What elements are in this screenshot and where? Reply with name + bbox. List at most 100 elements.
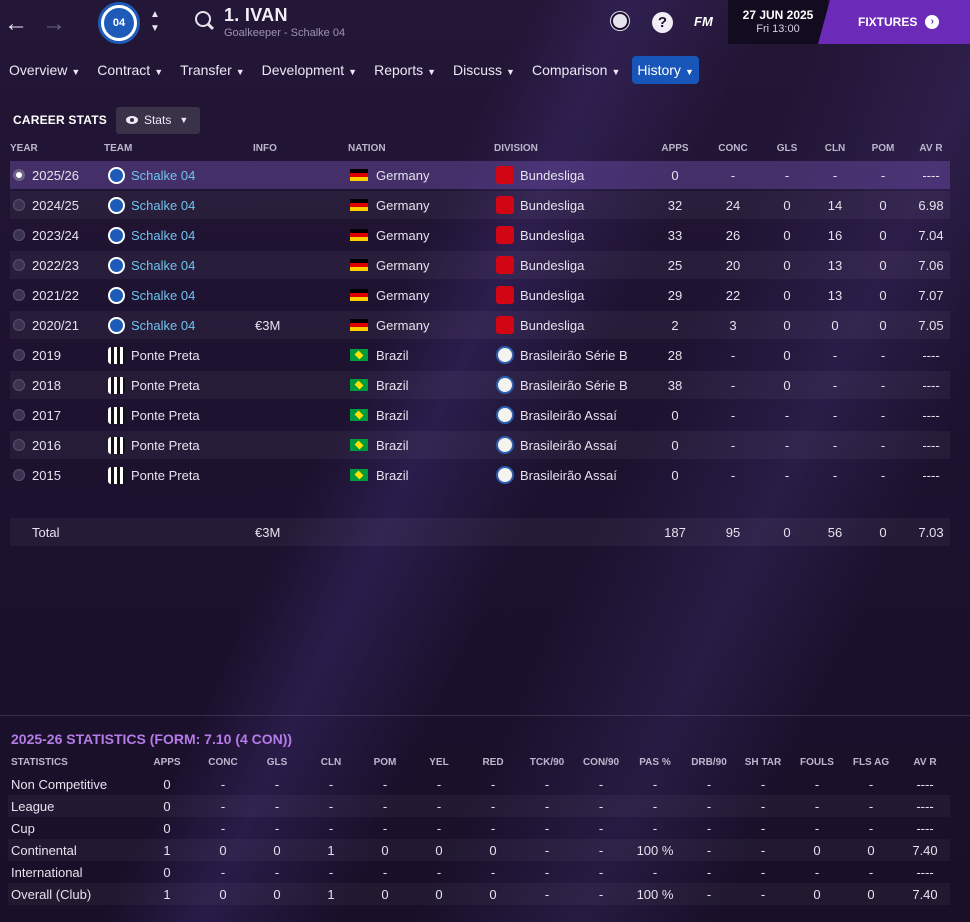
radio-icon[interactable] [13,229,25,241]
team-name[interactable]: Schalke 04 [131,227,196,243]
menu-item-transfer[interactable]: Transfer ▼ [175,56,250,84]
col-header-nation[interactable]: NATION [348,142,386,154]
row-radio[interactable] [13,221,25,249]
season-col-header[interactable]: CON/90 [582,756,620,768]
menu-item-label: Reports [374,62,424,78]
chevron-down-icon[interactable]: ▼ [150,23,160,34]
row-radio[interactable] [13,431,25,459]
cell-team[interactable]: Schalke 04 [108,311,195,339]
cell-team[interactable]: Ponte Preta [108,461,200,489]
col-header-avr[interactable]: AV R [919,142,943,154]
table-row[interactable]: 2020/21 Schalke 04 €3M Germany Bundesliga 2 3 0… [10,311,950,339]
season-col-header[interactable]: YEL [429,756,449,768]
season-col-header[interactable]: SH TAR [744,756,782,768]
season-col-header[interactable]: TCK/90 [529,756,565,768]
table-row[interactable]: 2019 Ponte Preta Brazil Brasileirão Série B… [10,341,950,369]
menu-item-comparison[interactable]: Comparison ▼ [527,56,625,84]
menu-item-history[interactable]: History ▼ [632,56,699,84]
table-row[interactable]: 2018 Ponte Preta Brazil Brasileirão Série B… [10,371,950,399]
help-icon[interactable]: ? [652,12,673,33]
back-arrow-icon[interactable]: ← [4,10,28,37]
search-icon[interactable] [195,11,211,27]
player-switch-arrows[interactable]: ▲ ▼ [150,8,160,36]
col-header-conc[interactable]: CONC [718,142,748,154]
menu-item-contract[interactable]: Contract ▼ [92,56,168,84]
radio-icon[interactable] [13,289,25,301]
fixtures-button[interactable]: FIXTURES › [818,0,970,44]
season-col-header[interactable]: FOULS [800,756,834,768]
col-header-info[interactable]: INFO [253,142,277,154]
radio-icon[interactable] [13,379,25,391]
menu-item-discuss[interactable]: Discuss ▼ [448,56,520,84]
row-radio[interactable] [13,161,25,189]
table-row[interactable]: 2021/22 Schalke 04 Germany Bundesliga 29 22 0 1… [10,281,950,309]
table-row[interactable]: 2015 Ponte Preta Brazil Brasileirão Assaí 0 -… [10,461,950,489]
team-name[interactable]: Schalke 04 [131,257,196,273]
col-header-year[interactable]: YEAR [10,142,38,154]
radio-icon[interactable] [13,319,25,331]
cell-team[interactable]: Schalke 04 [108,281,195,309]
table-row[interactable]: 2017 Ponte Preta Brazil Brasileirão Assaí 0 -… [10,401,950,429]
col-header-pom[interactable]: POM [871,142,895,154]
cell-team[interactable]: Schalke 04 [108,191,195,219]
radio-icon[interactable] [13,439,25,451]
col-header-apps[interactable]: APPS [661,142,689,154]
table-row[interactable]: 2022/23 Schalke 04 Germany Bundesliga 25 20 0 1… [10,251,950,279]
cell-team[interactable]: Schalke 04 [108,161,195,189]
row-radio[interactable] [13,251,25,279]
row-radio[interactable] [13,341,25,369]
row-radio[interactable] [13,281,25,309]
team-name[interactable]: Schalke 04 [131,317,196,333]
cell-team[interactable]: Ponte Preta [108,401,200,429]
cell-team[interactable]: Ponte Preta [108,431,200,459]
team-name[interactable]: Schalke 04 [131,197,196,213]
radio-icon[interactable] [13,409,25,421]
col-header-division[interactable]: DIVISION [494,142,538,154]
season-col-header[interactable]: CONC [208,756,238,768]
season-col-header[interactable]: AV R [913,756,937,768]
season-col-header[interactable]: STATISTICS [11,756,68,768]
season-col-header[interactable]: DRB/90 [691,756,727,768]
chevron-up-icon[interactable]: ▲ [150,9,160,20]
radio-icon[interactable] [13,259,25,271]
radio-icon[interactable] [13,469,25,481]
menu-item-overview[interactable]: Overview ▼ [4,56,85,84]
row-radio[interactable] [13,191,25,219]
menu-item-development[interactable]: Development ▼ [257,56,362,84]
cell-team[interactable]: Schalke 04 [108,251,195,279]
stats-view-dropdown[interactable]: Stats ▼ [115,106,201,134]
club-badge[interactable]: 04 [98,2,140,44]
radio-icon[interactable] [13,199,25,211]
cell-team[interactable]: Ponte Preta [108,371,200,399]
competition-label: League [11,798,55,814]
col-header-cln[interactable]: CLN [824,142,846,154]
season-col-header[interactable]: CLN [320,756,342,768]
table-row[interactable]: 2023/24 Schalke 04 Germany Bundesliga 33 26 0 1… [10,221,950,249]
season-col-header[interactable]: APPS [153,756,181,768]
ball-icon[interactable] [611,12,629,30]
row-radio[interactable] [13,371,25,399]
table-row[interactable]: 2024/25 Schalke 04 Germany Bundesliga 32 24 0 1… [10,191,950,219]
col-header-gls[interactable]: GLS [776,142,798,154]
team-name[interactable]: Schalke 04 [131,287,196,303]
table-row[interactable]: 2016 Ponte Preta Brazil Brasileirão Assaí 0 -… [10,431,950,459]
table-row[interactable]: 2025/26 Schalke 04 Germany Bundesliga 0- - - - -… [10,161,950,189]
fm-logo[interactable]: FM [694,14,713,29]
season-col-header[interactable]: FLS AG [852,756,890,768]
season-col-header[interactable]: POM [373,756,397,768]
row-radio[interactable] [13,311,25,339]
season-col-header[interactable]: RED [482,756,504,768]
row-radio[interactable] [13,461,25,489]
season-col-header[interactable]: GLS [266,756,288,768]
col-header-team[interactable]: TEAM [104,142,133,154]
team-name[interactable]: Schalke 04 [131,167,196,183]
season-col-header[interactable]: PAS % [639,756,671,768]
radio-icon[interactable] [13,169,25,181]
forward-arrow-icon[interactable]: → [42,10,66,37]
cell-team[interactable]: Schalke 04 [108,221,195,249]
radio-icon[interactable] [13,349,25,361]
menu-item-reports[interactable]: Reports ▼ [369,56,441,84]
cell-team[interactable]: Ponte Preta [108,341,200,369]
row-radio[interactable] [13,401,25,429]
date-display[interactable]: 27 JUN 2025 Fri 13:00 [728,0,828,44]
